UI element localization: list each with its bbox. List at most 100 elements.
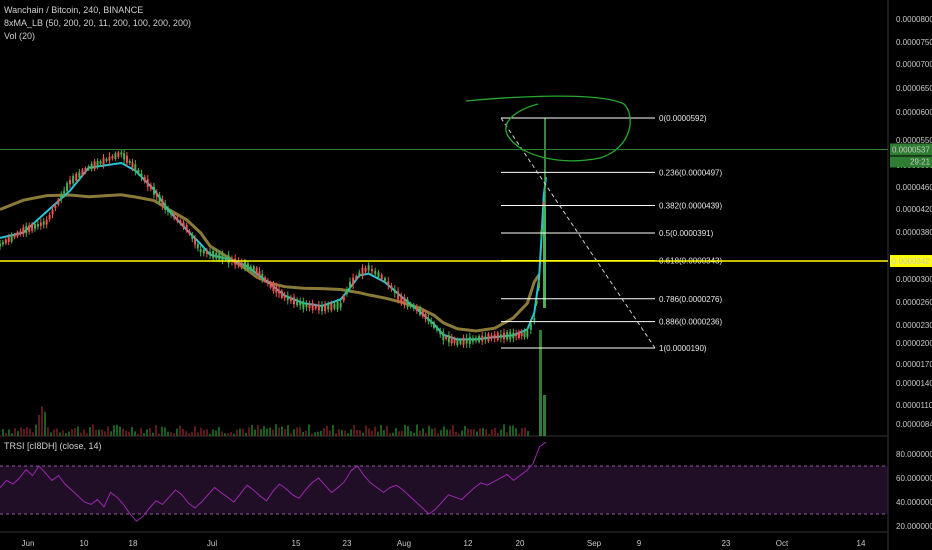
candle-body (370, 269, 373, 272)
volume-bar (122, 428, 124, 436)
level-badge-text: 0.0000342 (892, 257, 930, 266)
candle-body (102, 158, 105, 165)
volume-bar (281, 426, 283, 436)
candle-body (66, 183, 69, 191)
volume-bar (89, 427, 91, 436)
volume-bar (380, 425, 382, 436)
candle-body (22, 227, 25, 235)
volume-bar (455, 431, 457, 436)
candle-body (533, 318, 536, 321)
volume-bar (155, 425, 157, 436)
candle-body (355, 276, 358, 279)
candle-body (84, 168, 87, 173)
candle-body (296, 299, 299, 306)
rsi-tick-label: 80.000000 (896, 450, 932, 459)
candle-body (305, 304, 308, 308)
candle-body (520, 332, 523, 336)
volume-bar (257, 425, 259, 436)
candle-body (299, 301, 302, 306)
volume-bar (62, 430, 64, 436)
candle-body (512, 332, 515, 339)
candle-body (164, 203, 167, 210)
candle-body (134, 164, 137, 172)
volume-indicator-label: Vol (20) (4, 31, 36, 41)
candle-body (158, 195, 161, 203)
fib-level-label: 0.5(0.0000391) (659, 229, 714, 238)
volume-bar (449, 429, 451, 436)
volume-bar (503, 424, 505, 436)
volume-bar (209, 433, 211, 436)
price-tick-label: 0.0000300 (896, 275, 932, 284)
volume-bar (314, 432, 316, 436)
candle-body (155, 192, 158, 197)
candle-body (447, 335, 450, 343)
volume-bar (215, 430, 217, 436)
volume-bar (134, 431, 136, 436)
candle-body (244, 261, 246, 269)
volume-bar (320, 430, 322, 436)
candle-body (439, 331, 442, 335)
price-tick-label: 0.0000140 (896, 379, 932, 388)
candle-body (330, 303, 333, 311)
candle-body (445, 336, 448, 339)
candle-body (490, 335, 493, 339)
candle-body (459, 339, 462, 344)
rsi-tick-label: 40.000000 (896, 498, 932, 507)
time-tick-label: Oct (776, 539, 789, 548)
candle-body (28, 225, 31, 232)
volume-bar (326, 425, 328, 436)
volume-bar (35, 424, 37, 436)
volume-bar (218, 426, 220, 436)
candle-body (224, 257, 227, 260)
volume-bar (119, 426, 121, 436)
volume-bar (323, 428, 325, 436)
candle-body (167, 209, 169, 212)
candle-body (272, 283, 275, 292)
candle-body (442, 332, 445, 341)
candle-body (188, 230, 191, 234)
volume-bar (17, 431, 19, 436)
time-tick-label: Jul (207, 539, 217, 548)
time-tick-label: 15 (292, 539, 301, 548)
volume-bar (410, 431, 412, 436)
candle-body (506, 332, 509, 340)
candle-body (289, 297, 292, 301)
volume-bar (128, 431, 130, 436)
candle-body (384, 277, 386, 281)
volume-bar (158, 433, 160, 436)
candle-body (51, 209, 54, 215)
candle-body (143, 177, 146, 182)
volume-bar (362, 432, 364, 436)
volume-bar (392, 432, 394, 436)
candle-body (93, 161, 96, 170)
candle-body (114, 153, 117, 159)
candle-body (433, 322, 435, 328)
candle-body (349, 281, 351, 289)
volume-bar (365, 425, 367, 436)
volume-bar (275, 424, 277, 436)
candle-body (57, 199, 60, 205)
candle-body (60, 194, 63, 200)
volume-bar (164, 427, 166, 436)
candle-body (249, 266, 252, 270)
volume-bar (182, 429, 184, 436)
volume-bar (311, 433, 313, 436)
volume-bar (116, 424, 118, 436)
candle-body (286, 295, 289, 301)
candle-body (48, 214, 51, 220)
volume-bar (329, 430, 331, 436)
candle-body (78, 172, 81, 178)
candle-body (123, 153, 126, 160)
candle-body (218, 253, 221, 260)
candle-body (0, 243, 1, 247)
volume-bar (242, 428, 244, 436)
volume-bar (419, 430, 421, 436)
volume-bar (524, 427, 526, 436)
candle-body (390, 285, 393, 289)
volume-bar (227, 433, 229, 436)
rsi-indicator-label: TRSI [cI8DH] (close, 14) (4, 441, 102, 451)
candle-body (120, 152, 123, 155)
candle-body (191, 235, 194, 239)
volume-bar (194, 426, 196, 436)
